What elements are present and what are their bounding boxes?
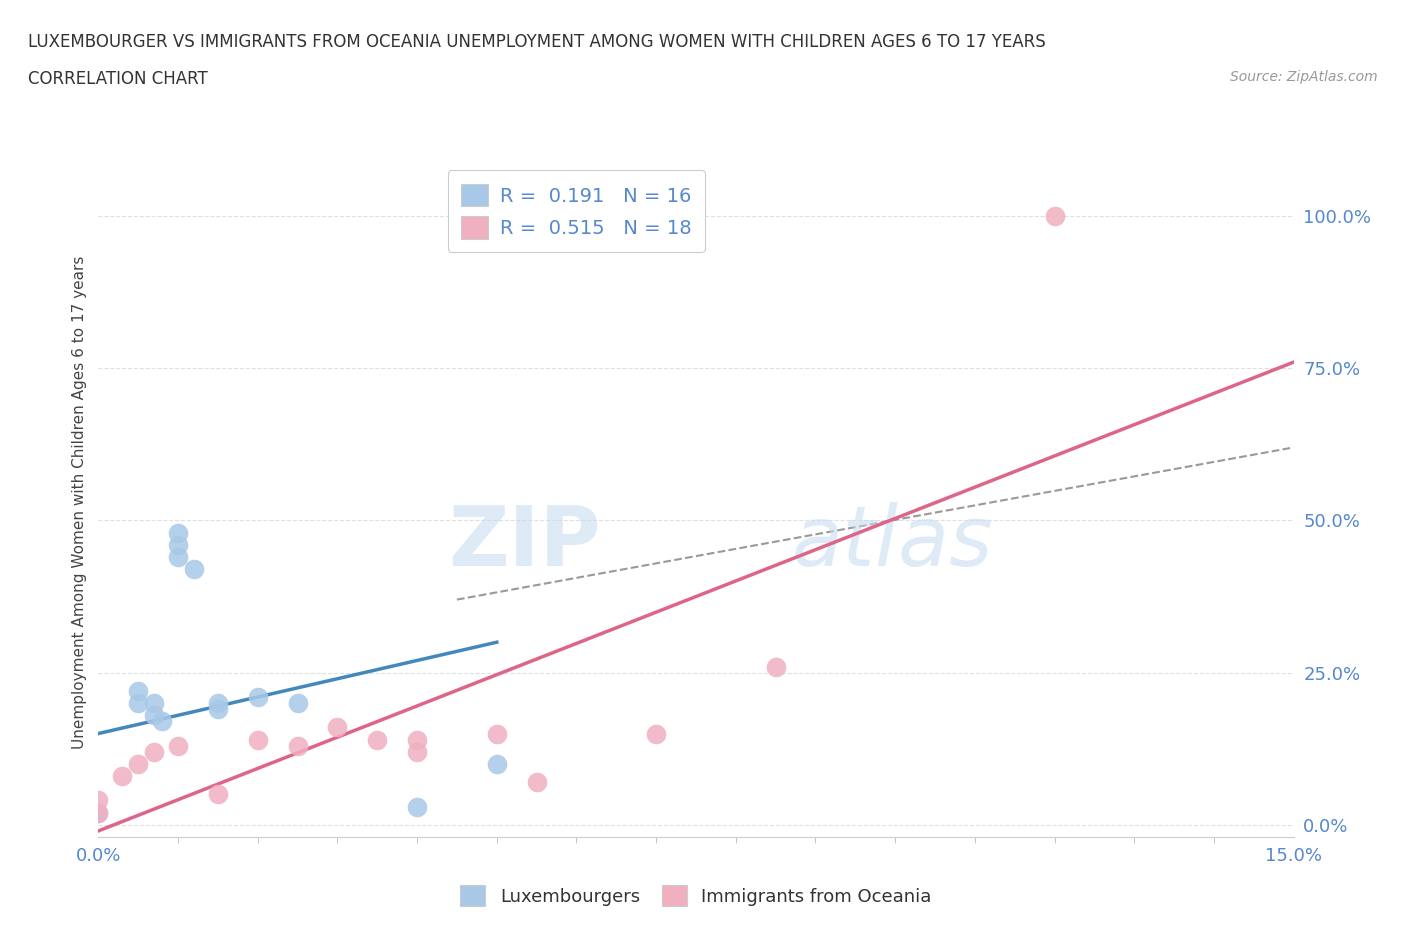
Legend: Luxembourgers, Immigrants from Oceania: Luxembourgers, Immigrants from Oceania xyxy=(451,876,941,915)
Point xyxy=(127,696,149,711)
Point xyxy=(246,689,269,704)
Point xyxy=(167,525,190,540)
Point xyxy=(366,732,388,747)
Point xyxy=(287,738,309,753)
Point xyxy=(111,769,134,784)
Point xyxy=(87,805,110,820)
Point xyxy=(406,744,429,759)
Text: CORRELATION CHART: CORRELATION CHART xyxy=(28,70,208,87)
Point xyxy=(127,756,149,771)
Point xyxy=(406,732,429,747)
Point xyxy=(485,756,508,771)
Point xyxy=(406,799,429,814)
Point xyxy=(183,562,205,577)
Point xyxy=(1043,208,1066,223)
Point xyxy=(143,744,166,759)
Point xyxy=(167,738,190,753)
Point xyxy=(143,708,166,723)
Text: ZIP: ZIP xyxy=(449,502,600,583)
Point xyxy=(526,775,548,790)
Point xyxy=(150,714,173,729)
Point xyxy=(645,726,668,741)
Text: Source: ZipAtlas.com: Source: ZipAtlas.com xyxy=(1230,70,1378,84)
Point xyxy=(143,696,166,711)
Point xyxy=(485,726,508,741)
Point xyxy=(246,732,269,747)
Point xyxy=(87,805,110,820)
Point xyxy=(207,702,229,717)
Point xyxy=(207,787,229,802)
Text: atlas: atlas xyxy=(792,502,993,583)
Point xyxy=(326,720,349,735)
Point xyxy=(127,684,149,698)
Point xyxy=(167,550,190,565)
Point xyxy=(287,696,309,711)
Text: LUXEMBOURGER VS IMMIGRANTS FROM OCEANIA UNEMPLOYMENT AMONG WOMEN WITH CHILDREN A: LUXEMBOURGER VS IMMIGRANTS FROM OCEANIA … xyxy=(28,33,1046,50)
Point xyxy=(87,793,110,808)
Point xyxy=(207,696,229,711)
Y-axis label: Unemployment Among Women with Children Ages 6 to 17 years: Unemployment Among Women with Children A… xyxy=(72,256,87,749)
Point xyxy=(765,659,787,674)
Point xyxy=(167,538,190,552)
